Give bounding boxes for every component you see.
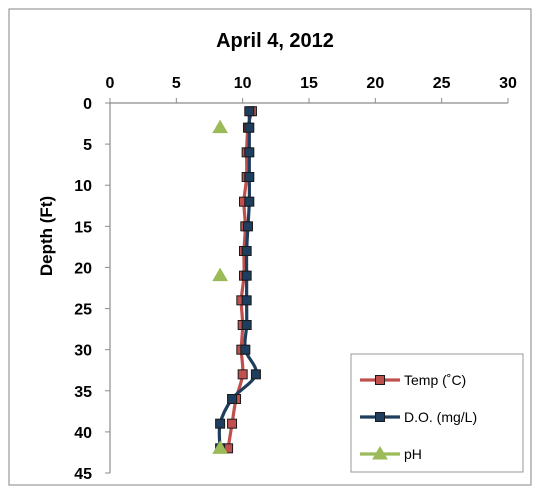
data-point-d-o-mg-l (241, 246, 252, 256)
y-tick-label: 30 (74, 343, 92, 360)
data-point-temp-c (227, 418, 238, 429)
data-point-ph (212, 440, 228, 454)
data-point-d-o-mg-l (240, 344, 251, 355)
data-point-d-o-mg-l (250, 369, 261, 380)
x-tick-label: 10 (234, 75, 252, 92)
chart-title: April 4, 2012 (216, 30, 334, 52)
data-point-d-o-mg-l (241, 295, 252, 306)
legend-label-ph: pH (404, 446, 422, 462)
data-point-ph (212, 267, 228, 282)
y-tick-label: 40 (74, 425, 92, 442)
y-tick-label: 10 (74, 178, 92, 195)
x-tick-label: 0 (106, 75, 115, 92)
legend-label-d-o-mg-l: D.O. (mg/L) (404, 409, 477, 425)
legend-swatch-marker-temp-c (375, 375, 385, 385)
legend-swatch-marker-d-o-mg-l (375, 412, 385, 422)
legend-swatch-marker-ph (372, 446, 388, 460)
y-tick-label: 20 (74, 260, 92, 277)
data-point-d-o-mg-l (244, 122, 255, 133)
x-tick-label: 15 (300, 75, 318, 92)
y-tick-label: 15 (74, 219, 92, 236)
data-point-d-o-mg-l (244, 172, 255, 182)
data-point-ph (212, 119, 228, 134)
data-point-d-o-mg-l (242, 221, 253, 232)
data-point-d-o-mg-l (241, 320, 252, 330)
y-tick-label: 0 (83, 96, 92, 113)
y-tick-label: 45 (74, 466, 92, 483)
data-point-temp-c (237, 369, 248, 380)
legend: Temp (˚C) D.O. (mg/L) pH (350, 353, 524, 473)
y-tick-label: 25 (74, 302, 92, 319)
x-tick-label: 25 (433, 75, 451, 92)
y-axis-label: Depth (Ft) (37, 196, 56, 276)
data-point-d-o-mg-l (227, 394, 238, 404)
legend-label-temp-c: Temp (˚C) (404, 372, 466, 388)
y-tick-label: 5 (83, 137, 92, 154)
data-point-d-o-mg-l (244, 106, 255, 117)
y-tick-label: 35 (74, 384, 92, 401)
data-point-d-o-mg-l (244, 147, 255, 158)
data-point-d-o-mg-l (241, 270, 252, 281)
data-point-d-o-mg-l (215, 418, 226, 429)
axes: 0 5 10 15 20 25 30 0 5 10 15 20 25 30 35 40 45 (74, 75, 517, 483)
x-tick-label: 20 (366, 75, 384, 92)
series-markers (212, 106, 261, 454)
x-tick-label: 30 (499, 75, 517, 92)
x-tick-label: 5 (172, 75, 181, 92)
data-point-d-o-mg-l (244, 196, 255, 207)
